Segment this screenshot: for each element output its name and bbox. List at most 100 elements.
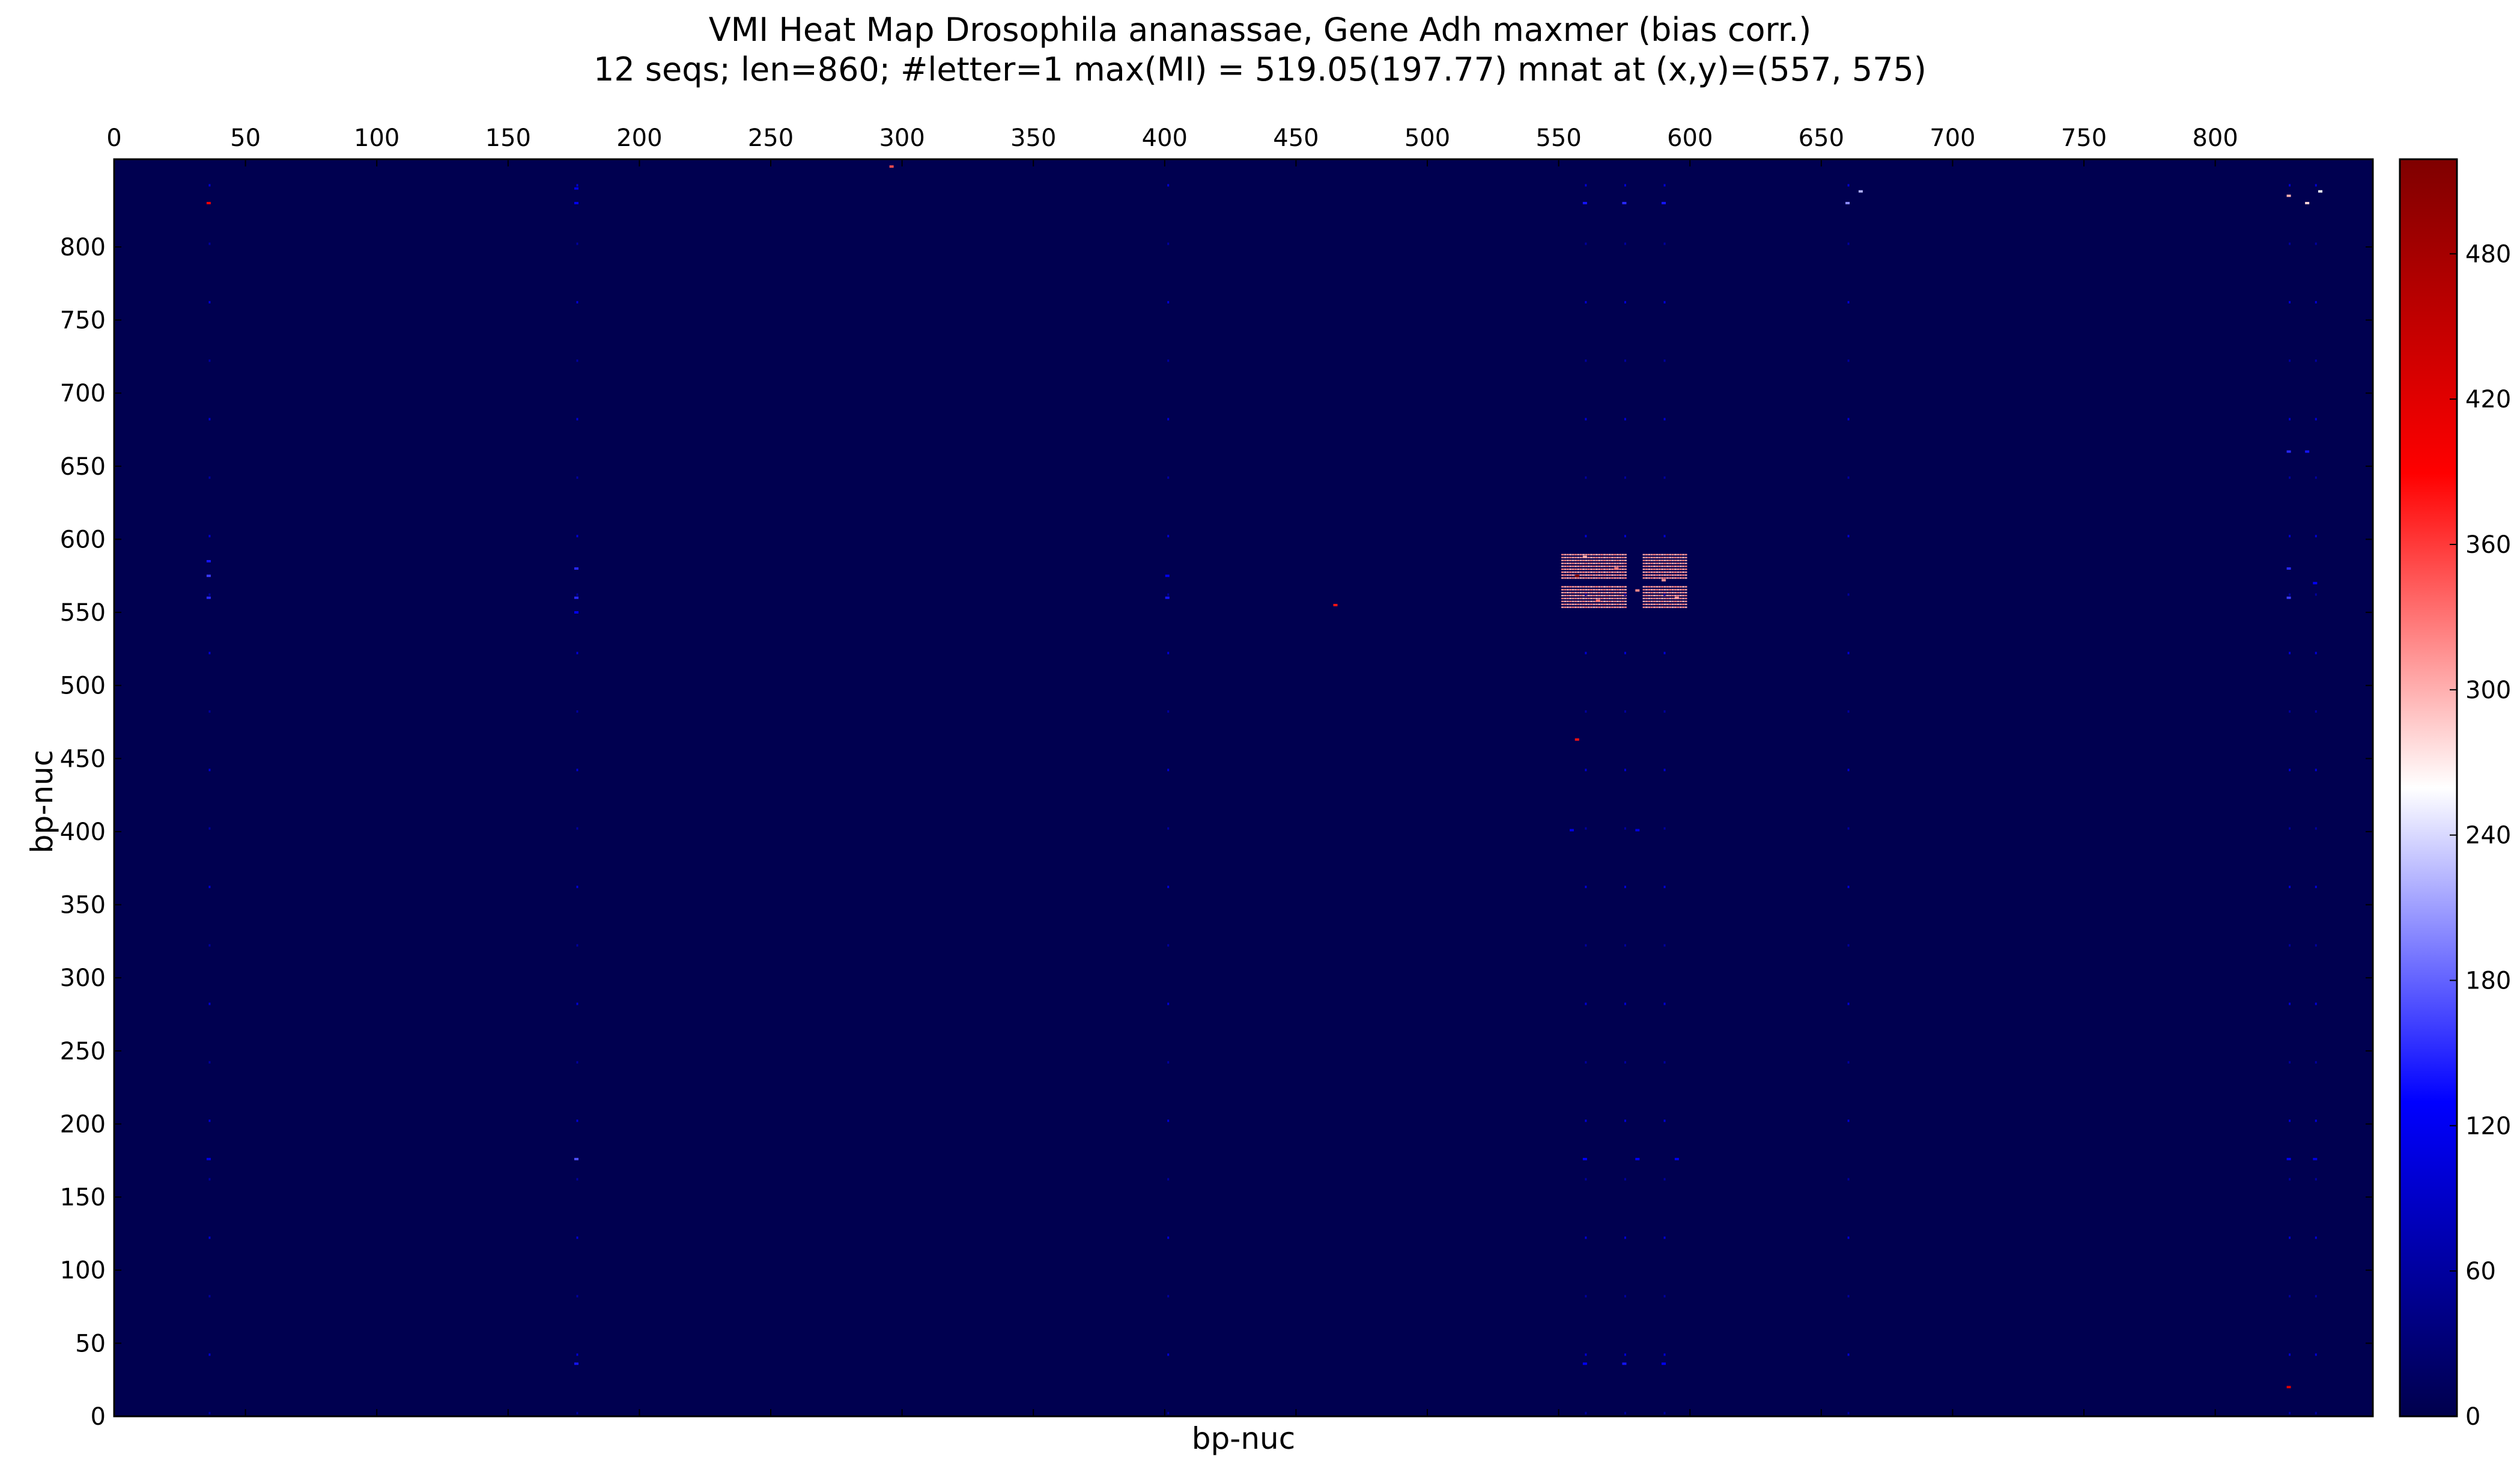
heatmap-cell: [1624, 559, 1627, 561]
heatmap-cell: [1648, 600, 1651, 603]
heatmap-cell: [1590, 592, 1593, 594]
heatmap-cell: [1648, 559, 1651, 561]
heatmap-cell: [574, 1157, 578, 1160]
heatmap-cell: [1582, 559, 1585, 561]
heatmap-cell: [2315, 535, 2317, 538]
heatmap-cell: [1656, 559, 1659, 561]
heatmap-cell: [2315, 1002, 2317, 1005]
heatmap-cell: [1619, 562, 1622, 564]
heatmap-cell: [1619, 571, 1622, 573]
heatmap-cell: [1608, 606, 1611, 608]
heatmap-cell: [1167, 242, 1170, 245]
heatmap-cell: [1684, 574, 1687, 576]
heatmap-cell: [1621, 597, 1624, 600]
heatmap-cell: [1624, 418, 1626, 421]
heatmap-cell: [1847, 827, 1850, 830]
heatmap-cell: [1614, 553, 1617, 556]
heatmap-cell: [1577, 586, 1580, 588]
heatmap-cell: [1650, 559, 1653, 561]
heatmap-cell: [1566, 556, 1569, 559]
heatmap-cell: [2315, 710, 2317, 713]
heatmap-cell: [1167, 1119, 1170, 1122]
x-tick-label: 450: [1273, 124, 1319, 152]
heatmap-cell: [208, 184, 211, 187]
heatmap-cell: [1663, 359, 1666, 362]
heatmap-cell: [1661, 556, 1664, 559]
heatmap-cell: [1682, 597, 1685, 600]
heatmap-cell: [1167, 535, 1170, 538]
heatmap-cell: [1167, 1178, 1170, 1181]
heatmap-cell: [1650, 589, 1653, 591]
heatmap-cell: [1682, 556, 1685, 559]
heatmap-cell: [1592, 600, 1595, 603]
heatmap-cell: [1606, 594, 1609, 597]
heatmap-cell: [1847, 1412, 1850, 1415]
heatmap-cell: [1608, 556, 1611, 559]
heatmap-cell: [1619, 568, 1622, 570]
heatmap-cell: [1656, 592, 1659, 594]
heatmap-cell: [2313, 582, 2318, 585]
colorbar-tick-label: 420: [2465, 386, 2511, 413]
heatmap-cell: [1569, 592, 1572, 594]
heatmap-cell: [1619, 606, 1622, 608]
heatmap-cell: [1661, 586, 1664, 588]
heatmap-cell: [1608, 594, 1611, 597]
heatmap-cell: [206, 560, 211, 562]
heatmap-cell: [1653, 597, 1656, 600]
heatmap-cell: [2286, 1386, 2291, 1389]
heatmap-cell: [1677, 559, 1680, 561]
heatmap-cell: [1656, 606, 1659, 608]
heatmap-cell: [1167, 944, 1170, 947]
heatmap-cell: [1624, 300, 1626, 303]
heatmap-cell: [1663, 606, 1666, 608]
heatmap-cell: [1167, 1061, 1170, 1064]
heatmap-cell: [2315, 1061, 2317, 1064]
y-tick-label: 0: [91, 1403, 106, 1431]
heatmap-cell: [1577, 559, 1580, 561]
heatmap-cell: [1679, 597, 1682, 600]
heatmap-cell: [574, 596, 578, 599]
heatmap-cell: [1579, 562, 1582, 564]
heatmap-cell: [1564, 562, 1567, 564]
heatmap-cell: [1645, 603, 1648, 605]
heatmap-cell: [1577, 606, 1580, 608]
heatmap-cell: [1671, 571, 1674, 573]
heatmap-cell: [1663, 565, 1666, 567]
heatmap-cell: [1642, 577, 1645, 579]
heatmap-cell: [1608, 559, 1611, 561]
heatmap-cell: [1616, 606, 1619, 608]
heatmap-cell: [1616, 600, 1619, 603]
heatmap-cell: [1624, 1178, 1626, 1181]
heatmap-cell: [1585, 242, 1587, 245]
heatmap-cell: [1663, 600, 1666, 603]
heatmap-cell: [1590, 606, 1593, 608]
heatmap-cell: [1566, 606, 1569, 608]
heatmap-cell: [576, 1236, 578, 1239]
heatmap-cell: [1561, 586, 1564, 588]
heatmap-cell: [1621, 586, 1624, 588]
heatmap-cell: [1577, 577, 1580, 579]
heatmap-cell: [1645, 556, 1648, 559]
heatmap-cell: [1656, 586, 1659, 588]
heatmap-cell: [1650, 571, 1653, 573]
heatmap-cell: [1167, 476, 1170, 479]
heatmap-cell: [1624, 606, 1627, 608]
heatmap-cell: [1648, 597, 1651, 600]
heatmap-cell: [1616, 556, 1619, 559]
heatmap-cell: [1645, 577, 1648, 579]
heatmap-cell: [1650, 586, 1653, 588]
heatmap-cell: [1650, 592, 1653, 594]
heatmap-cell: [1666, 574, 1669, 576]
heatmap-cell: [1624, 944, 1626, 947]
heatmap-cell: [1661, 592, 1664, 594]
heatmap-cell: [1616, 553, 1619, 556]
heatmap-cell: [1669, 606, 1672, 608]
x-axis-label: bp-nuc: [1191, 1421, 1296, 1456]
heatmap-cell: [208, 1295, 211, 1298]
heatmap-cell: [576, 1002, 578, 1005]
heatmap-cell: [1571, 559, 1574, 561]
heatmap-cell: [1645, 600, 1648, 603]
heatmap-cell: [1679, 556, 1682, 559]
heatmap-cell: [1674, 589, 1677, 591]
